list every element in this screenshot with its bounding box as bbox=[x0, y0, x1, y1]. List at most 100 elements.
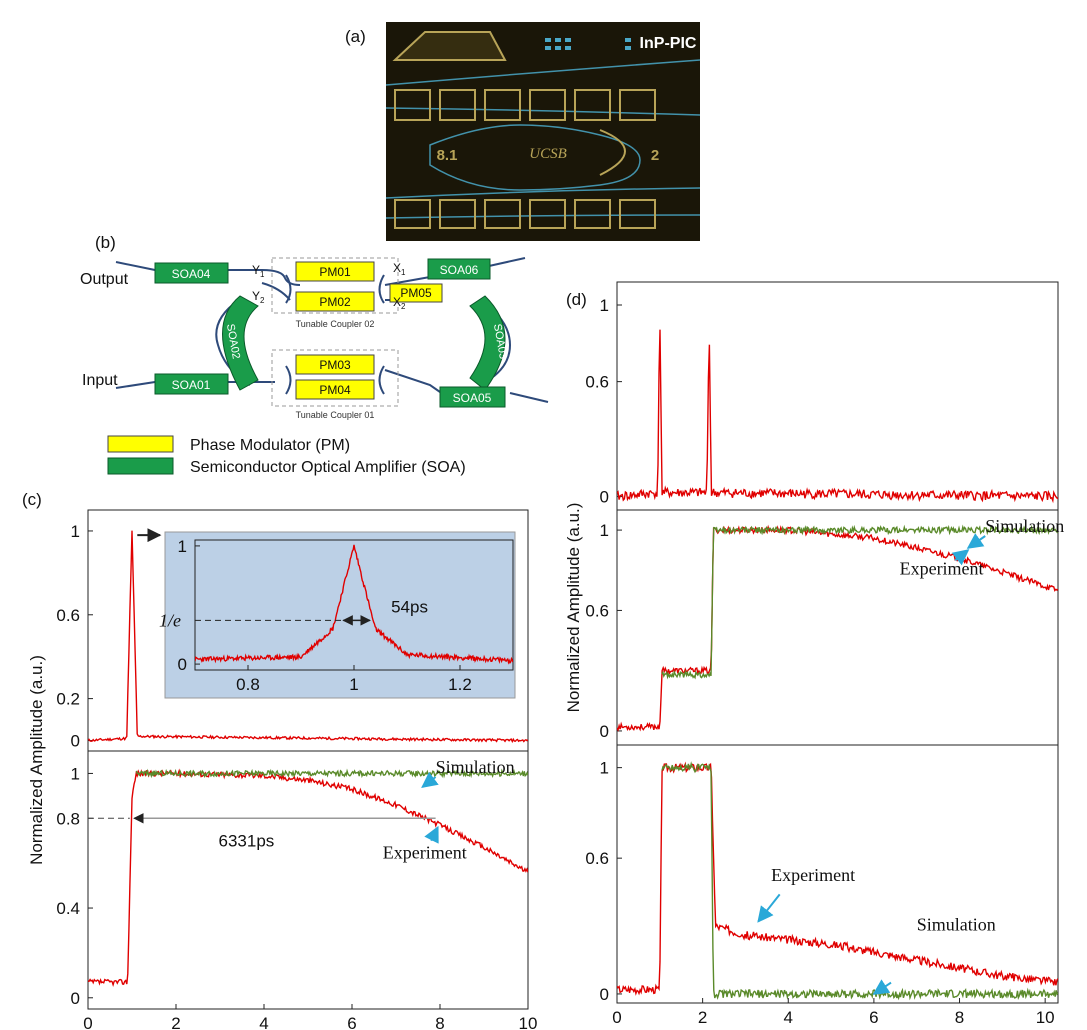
coupler-top-label: Tunable Coupler 02 bbox=[296, 319, 375, 329]
simulation-label: Simulation bbox=[436, 757, 515, 777]
chart-d-middle: 0 0.6 1 Simulation Experiment Normalized Ampl… bbox=[564, 503, 1064, 746]
simulation-pointer bbox=[966, 533, 986, 549]
x-tick-label: 4 bbox=[784, 1008, 793, 1027]
x-tick-label: 0 bbox=[83, 1014, 92, 1030]
simulation-pointer bbox=[872, 979, 892, 995]
y-tick-label: 0 bbox=[600, 722, 609, 741]
experiment-series-line bbox=[617, 524, 1058, 732]
svg-text:SOA05: SOA05 bbox=[453, 391, 492, 405]
x-tick-label: 1 bbox=[349, 675, 358, 694]
panel-label-b: (b) bbox=[95, 233, 116, 252]
chart-d-top: 00.61 bbox=[585, 281, 1059, 511]
y-tick-label: 0.6 bbox=[585, 601, 609, 620]
d-xlabel: Time (ns) bbox=[802, 1028, 873, 1030]
signal-series-line bbox=[617, 329, 1058, 504]
x-tick-label: 2 bbox=[171, 1014, 180, 1030]
svg-text:PM03: PM03 bbox=[319, 358, 351, 372]
pm04-block: PM04 bbox=[295, 379, 375, 400]
pm02-block: PM02 bbox=[295, 291, 375, 312]
x-tick-label: 0.8 bbox=[236, 675, 260, 694]
experiment-pointer bbox=[424, 825, 439, 844]
soa06-block: SOA06 bbox=[427, 258, 491, 280]
y-tick-label: 1 bbox=[600, 296, 609, 315]
y-tick-label: 1 bbox=[600, 759, 609, 778]
panel-label-a: (a) bbox=[345, 27, 366, 46]
1-over-e-label: 1/e bbox=[159, 610, 181, 630]
x-tick-label: 6 bbox=[347, 1014, 356, 1030]
x-tick-label: 0 bbox=[612, 1008, 621, 1027]
svg-text:PM02: PM02 bbox=[319, 295, 351, 309]
experiment-pointer bbox=[757, 893, 781, 923]
y-tick-label: 0.6 bbox=[585, 849, 609, 868]
y-tick-label: 1 bbox=[71, 764, 80, 783]
port-y2: Y2 bbox=[252, 289, 265, 305]
photo-title: InP-PIC bbox=[640, 35, 697, 52]
c-ylabel: Normalized Amplitude (a.u.) bbox=[27, 655, 46, 865]
y-tick-label: 0.4 bbox=[56, 899, 80, 918]
legend-pm-swatch bbox=[107, 435, 174, 453]
legend-soa-label: Semiconductor Optical Amplifier (SOA) bbox=[190, 459, 466, 476]
fwhm-label: 54ps bbox=[391, 597, 428, 616]
y-tick-label: 0 bbox=[600, 488, 609, 507]
simulation-series-line bbox=[135, 768, 528, 779]
simulation-label: Simulation bbox=[985, 516, 1064, 536]
pm01-block: PM01 bbox=[295, 261, 375, 282]
soa03-block: SOA03 bbox=[469, 295, 509, 391]
y-tick-label: 0 bbox=[178, 655, 187, 674]
simulation-label: Simulation bbox=[917, 915, 996, 935]
photo-logo: UCSB bbox=[529, 146, 567, 162]
x-tick-label: 4 bbox=[259, 1014, 268, 1030]
simulation-series-line bbox=[661, 761, 1058, 1001]
experiment-series-line bbox=[88, 768, 528, 987]
experiment-pointer bbox=[951, 549, 970, 566]
y-tick-label: 1 bbox=[71, 522, 80, 541]
legend-pm-label: Phase Modulator (PM) bbox=[190, 437, 350, 454]
port-y1: Y1 bbox=[252, 263, 265, 279]
soa05-block: SOA05 bbox=[439, 386, 506, 408]
coupler-bottom-label: Tunable Coupler 01 bbox=[296, 410, 375, 420]
experiment-label: Experiment bbox=[383, 843, 467, 863]
experiment-label: Experiment bbox=[771, 865, 855, 885]
port-input: Input bbox=[82, 372, 118, 389]
photo-number-left: 8.1 bbox=[437, 147, 458, 164]
y-tick-label: 0.2 bbox=[56, 690, 80, 709]
signal-series-line bbox=[88, 530, 528, 744]
y-tick-label: 0 bbox=[600, 985, 609, 1004]
pm05-block: PM05 bbox=[389, 283, 443, 303]
y-tick-label: 0.6 bbox=[56, 606, 80, 625]
x-tick-label: 2 bbox=[698, 1008, 707, 1027]
duration-label: 6331ps bbox=[219, 831, 275, 850]
svg-text:SOA01: SOA01 bbox=[172, 378, 211, 392]
d-ylabel: Normalized Amplitude (a.u.) bbox=[564, 503, 583, 713]
photo-number-right: 2 bbox=[651, 147, 659, 164]
simulation-series-line bbox=[661, 524, 1058, 680]
signal-series-line bbox=[195, 544, 513, 665]
svg-text:PM01: PM01 bbox=[319, 265, 351, 279]
experiment-label: Experiment bbox=[900, 558, 984, 578]
soa04-block: SOA04 bbox=[154, 262, 229, 284]
y-tick-label: 1 bbox=[600, 521, 609, 540]
x-tick-label: 8 bbox=[435, 1014, 444, 1030]
x-tick-label: 8 bbox=[955, 1008, 964, 1027]
chart-c-bottom: 0 2 4 6 8 10 0 0.4 0.8 1 6331ps Simulation Experimen… bbox=[56, 750, 538, 1030]
simulation-pointer bbox=[421, 771, 439, 788]
y-tick-label: 0.8 bbox=[56, 809, 80, 828]
soa02-block: SOA02 bbox=[222, 295, 259, 391]
y-tick-label: 0 bbox=[71, 989, 80, 1008]
pm03-block: PM03 bbox=[295, 354, 375, 375]
chip-photo: InP-PIC 8.1 2 UCSB bbox=[385, 22, 701, 241]
x-tick-label: 10 bbox=[519, 1014, 538, 1030]
x-tick-label: 10 bbox=[1036, 1008, 1055, 1027]
port-x1: X1 bbox=[393, 261, 406, 277]
panel-label-c: (c) bbox=[22, 490, 42, 509]
legend: Phase Modulator (PM) Semiconductor Optic… bbox=[107, 435, 466, 476]
port-output: Output bbox=[80, 271, 129, 288]
legend-soa-swatch bbox=[107, 457, 174, 475]
svg-text:PM05: PM05 bbox=[400, 286, 432, 300]
svg-text:SOA04: SOA04 bbox=[172, 267, 211, 281]
soa01-block: SOA01 bbox=[154, 373, 229, 395]
y-tick-label: 0 bbox=[71, 732, 80, 751]
x-tick-label: 1.2 bbox=[448, 675, 472, 694]
chart-d-bottom: 0 2 4 6 8 10 0 0.6 1 Experiment Simulation Time (ns… bbox=[585, 744, 1059, 1030]
